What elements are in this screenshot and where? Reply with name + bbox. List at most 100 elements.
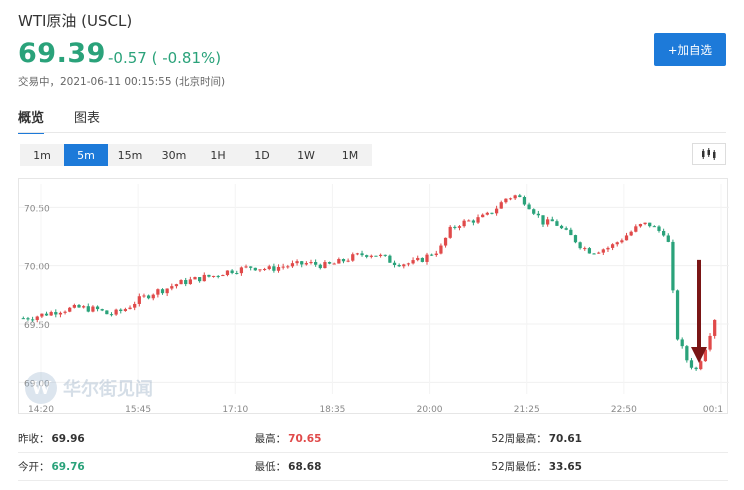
candle-body <box>188 279 192 285</box>
candle-body <box>26 318 30 320</box>
candle-body <box>86 306 90 312</box>
candle-body <box>216 275 220 277</box>
candle-body <box>378 254 383 257</box>
candle-body <box>133 303 137 308</box>
candle-body <box>708 335 712 350</box>
x-tick-label: 17:10 <box>222 405 248 415</box>
candle-body <box>522 197 527 205</box>
candle-body <box>253 267 257 271</box>
candle-body <box>91 306 95 312</box>
candle-body <box>58 312 63 315</box>
candlestick-chart: 70.50 70.00 69.50 69.00 14:20 15:45 17:10 18:35… <box>19 184 729 415</box>
candle-body <box>35 316 39 320</box>
period-5m[interactable]: 5m <box>64 144 108 166</box>
candle-body <box>662 230 666 236</box>
candle-body <box>443 237 448 246</box>
tab-divider <box>18 132 726 133</box>
candle-body <box>267 266 271 269</box>
candle-body <box>258 269 262 271</box>
candle-body <box>434 253 438 256</box>
candle-body <box>225 270 230 276</box>
candle-body <box>193 277 197 280</box>
candle-body <box>499 202 503 209</box>
candle-body <box>202 274 206 282</box>
candle-body <box>40 313 44 317</box>
candle-body <box>346 260 350 262</box>
period-15m[interactable]: 15m <box>117 148 143 162</box>
candlestick-type-button[interactable] <box>692 143 726 165</box>
tab-overview[interactable]: 概览 <box>18 107 45 134</box>
candle-body <box>648 222 652 227</box>
candle-body <box>100 309 104 311</box>
candle-body <box>471 220 476 223</box>
candle-body <box>318 264 322 269</box>
candle-body <box>160 289 165 294</box>
candle-body <box>453 226 457 228</box>
period-30m[interactable]: 30m <box>161 148 187 162</box>
period-1m[interactable]: 1m <box>33 148 51 162</box>
candle-body <box>281 266 285 268</box>
candle-body <box>235 273 239 275</box>
candle-body <box>114 309 118 315</box>
candle-body <box>21 318 25 320</box>
candle-body <box>174 284 179 287</box>
candle-body <box>351 254 355 261</box>
candle-body <box>657 226 661 231</box>
x-tick-label: 00:1 <box>703 405 723 415</box>
instrument-title: WTI原油 (USCL) <box>18 12 133 30</box>
today-open: 今开： 69.76 <box>18 461 85 473</box>
candle-body <box>508 198 513 200</box>
candle-body <box>624 235 629 241</box>
add-watchlist-button[interactable]: +加自选 <box>654 33 726 66</box>
candle-body <box>430 254 434 256</box>
wallstreetcn-logo: W <box>25 372 57 404</box>
candle-body <box>44 313 49 316</box>
candle-body <box>675 290 680 340</box>
candle-body <box>30 319 35 321</box>
tab-chart[interactable]: 图表 <box>74 111 101 126</box>
trading-status: 交易中，2021-06-11 00:15:55 (北京时间) <box>18 76 226 88</box>
current-price: 69.39 <box>18 38 106 69</box>
candle-body <box>146 295 151 299</box>
price-chart[interactable]: 70.50 70.00 69.50 69.00 14:20 15:45 17:10 18:35… <box>18 178 729 415</box>
day-high: 最高： 70.65 <box>254 433 322 445</box>
period-1mo[interactable]: 1M <box>341 148 359 162</box>
stats-table: 昨收： 69.96 最高： 70.65 52周最高： 70.61 今开： 69.76 最… <box>18 425 728 481</box>
candle-body <box>546 219 550 225</box>
candle-body <box>170 286 174 289</box>
candle-body <box>49 312 53 316</box>
candle-body <box>392 262 397 266</box>
candle-body <box>72 304 76 308</box>
watermark: W 华尔街见闻 <box>25 372 153 404</box>
candle-body <box>239 267 244 274</box>
candle-body <box>360 253 364 256</box>
period-1h[interactable]: 1H <box>210 148 226 162</box>
candle-body <box>578 242 582 249</box>
candle-body <box>327 262 332 264</box>
candle-body <box>221 275 225 277</box>
candle-body <box>365 255 369 257</box>
period-1w[interactable]: 1W <box>297 148 315 162</box>
candle-body <box>105 310 109 315</box>
candle-body <box>95 306 100 310</box>
x-tick-label: 14:20 <box>28 405 54 415</box>
candle-body <box>249 266 253 268</box>
candle-body <box>666 235 670 242</box>
candle-body <box>119 309 123 312</box>
candle-body <box>309 262 313 264</box>
x-tick-label: 18:35 <box>319 405 345 415</box>
candle-body <box>592 253 596 255</box>
candle-body <box>629 231 633 236</box>
candle-body <box>198 277 202 282</box>
period-1d[interactable]: 1D <box>254 148 270 162</box>
candle-body <box>532 209 536 214</box>
candle-body <box>290 263 295 267</box>
candle-body <box>689 360 694 368</box>
candle-body <box>425 254 429 262</box>
candle-body <box>300 261 304 265</box>
candle-body <box>559 225 564 229</box>
candle-body <box>527 204 531 210</box>
stats-row: 今开： 69.76 最低： 68.68 52周最低： 33.65 <box>18 453 728 481</box>
candle-body <box>369 255 373 257</box>
watermark-text: 华尔街见闻 <box>63 379 153 400</box>
